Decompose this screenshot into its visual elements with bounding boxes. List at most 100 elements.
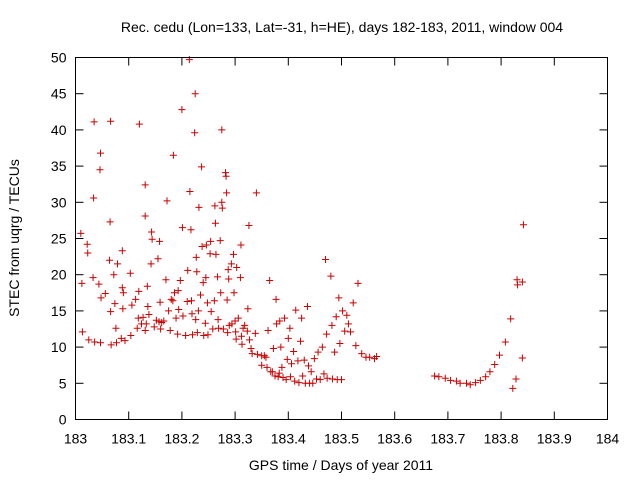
data-point — [303, 303, 311, 311]
x-tick-label: 183.4 — [271, 431, 306, 447]
data-point — [97, 339, 105, 347]
data-point — [247, 345, 255, 353]
data-point — [183, 297, 191, 305]
x-axis-label: GPS time / Days of year 2011 — [249, 457, 433, 473]
data-point — [316, 376, 324, 384]
data-point — [193, 268, 201, 276]
data-point — [227, 260, 235, 268]
data-point — [507, 315, 515, 323]
data-point — [224, 329, 232, 337]
data-point — [110, 271, 118, 279]
data-point — [169, 151, 177, 159]
data-point — [284, 334, 292, 342]
y-tick-label: 45 — [51, 86, 67, 102]
data-point — [78, 328, 86, 336]
data-point — [272, 295, 280, 303]
data-point — [162, 276, 170, 284]
data-point — [112, 339, 120, 347]
data-point — [218, 126, 226, 134]
data-point — [119, 305, 127, 313]
data-point — [309, 379, 317, 387]
data-point — [237, 241, 245, 249]
data-point — [147, 260, 155, 268]
data-point — [281, 314, 289, 322]
data-point — [307, 368, 315, 376]
data-point — [118, 284, 126, 292]
x-tick-label: 183.2 — [164, 431, 199, 447]
data-point — [121, 337, 129, 345]
data-point — [232, 335, 240, 343]
data-point — [166, 326, 174, 334]
data-point — [191, 129, 199, 137]
data-point — [195, 203, 203, 211]
data-point — [194, 307, 202, 315]
data-point — [107, 308, 115, 316]
data-point — [269, 345, 277, 353]
x-tick-label: 183.3 — [218, 431, 253, 447]
data-point — [106, 218, 114, 226]
data-point — [331, 348, 339, 356]
data-point — [187, 226, 195, 234]
x-tick-label: 183 — [64, 431, 88, 447]
data-point — [95, 280, 103, 288]
data-point — [314, 348, 322, 356]
data-point — [156, 298, 164, 306]
y-tick-label: 40 — [51, 122, 67, 138]
plot-frame — [75, 57, 608, 420]
data-point — [128, 301, 136, 309]
data-point — [222, 169, 230, 177]
data-point — [223, 296, 231, 304]
x-tick-label: 183.8 — [484, 431, 519, 447]
data-point — [117, 334, 125, 342]
data-point — [283, 355, 291, 363]
data-point — [182, 332, 190, 340]
data-point — [203, 299, 211, 307]
data-point — [260, 352, 268, 360]
data-point — [236, 274, 244, 282]
data-point — [244, 305, 252, 313]
data-point — [232, 328, 240, 336]
data-point — [251, 329, 259, 337]
data-point — [160, 317, 168, 325]
data-point — [241, 321, 249, 329]
data-point — [441, 374, 449, 382]
y-tick-label: 15 — [51, 303, 67, 319]
data-point — [176, 276, 184, 284]
data-point — [253, 350, 261, 358]
data-point — [132, 295, 140, 303]
data-point — [248, 350, 256, 358]
data-point — [271, 372, 279, 380]
data-point — [297, 337, 305, 345]
data-point — [347, 328, 355, 336]
data-point — [218, 198, 226, 206]
data-point — [187, 297, 195, 305]
data-point — [85, 336, 93, 344]
data-point — [90, 118, 98, 126]
data-point — [292, 306, 300, 314]
y-tick-label: 5 — [59, 375, 67, 391]
data-point — [245, 336, 253, 344]
data-point — [165, 307, 173, 315]
data-point — [211, 202, 219, 210]
data-point — [366, 353, 374, 361]
data-point — [282, 376, 290, 384]
data-point — [294, 357, 302, 365]
data-point — [518, 354, 526, 362]
data-point — [501, 338, 509, 346]
x-tick-label: 183.7 — [430, 431, 465, 447]
data-point — [204, 331, 212, 339]
data-point — [230, 289, 238, 297]
data-point — [78, 279, 86, 287]
data-point — [89, 274, 97, 282]
data-point — [217, 289, 225, 297]
data-point — [97, 294, 105, 302]
data-point — [207, 308, 215, 316]
data-point — [310, 355, 318, 363]
data-point — [133, 324, 141, 332]
data-point — [322, 255, 330, 263]
data-point — [268, 368, 276, 376]
data-point — [148, 235, 156, 243]
x-tick-label: 183.9 — [537, 431, 572, 447]
data-point — [452, 377, 460, 385]
data-point — [323, 330, 331, 338]
